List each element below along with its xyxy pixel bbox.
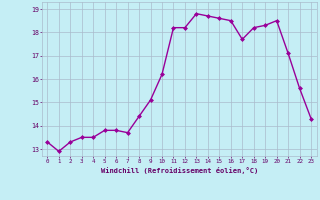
X-axis label: Windchill (Refroidissement éolien,°C): Windchill (Refroidissement éolien,°C) (100, 167, 258, 174)
